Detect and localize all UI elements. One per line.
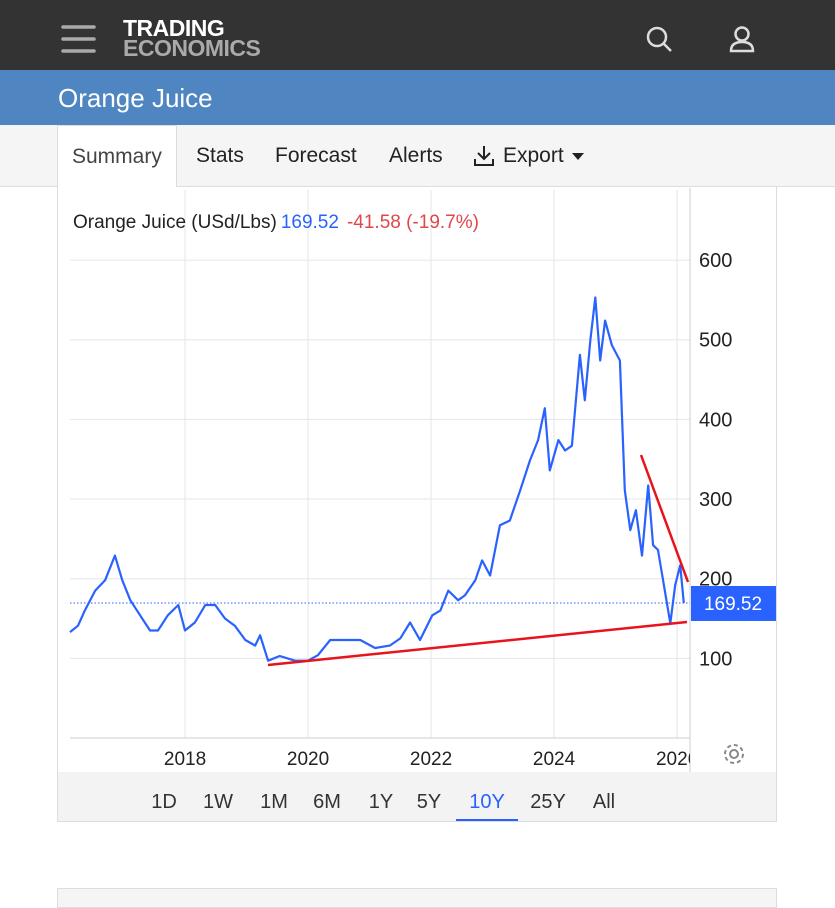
quote-line: Orange Juice (USd/Lbs) 169.52 -41.58 (-19.… bbox=[73, 212, 479, 234]
plot-area: 2018 2020 2022 2024 2026 bbox=[69, 296, 698, 770]
chart-card bbox=[57, 187, 777, 822]
y-tick-label: 200 bbox=[699, 569, 732, 591]
price: 169.52 bbox=[280, 212, 339, 233]
top-icons bbox=[61, 25, 755, 53]
grid bbox=[70, 190, 690, 738]
menu-button[interactable] bbox=[61, 25, 96, 53]
dropdown-caret bbox=[572, 153, 584, 160]
tab[interactable]: Export bbox=[503, 144, 564, 167]
range-button[interactable]: 5Y bbox=[416, 791, 442, 813]
range-button[interactable]: 1D bbox=[151, 791, 177, 813]
trendline bbox=[267, 620, 688, 667]
price-line bbox=[69, 296, 685, 662]
range-button[interactable]: 25Y bbox=[530, 791, 566, 813]
y-tick-label: 600 bbox=[699, 250, 732, 272]
y-tick-label: 300 bbox=[699, 489, 732, 511]
y-tick-label: 400 bbox=[699, 409, 732, 431]
page-title: Orange Juice bbox=[58, 83, 213, 113]
last-value-label: 169.52 bbox=[704, 594, 762, 615]
tab-bar: Summary Stats Forecast Alerts Export bbox=[0, 125, 835, 188]
change-percent: (-19.7%) bbox=[406, 212, 479, 233]
logo[interactable]: TRADING ECONOMICS bbox=[123, 15, 261, 61]
y-tick-label: 100 bbox=[699, 648, 732, 670]
range-button[interactable]: 10Y bbox=[456, 772, 518, 821]
change: -41.58 bbox=[346, 212, 401, 233]
tab[interactable]: Forecast bbox=[275, 144, 357, 167]
tab[interactable]: Alerts bbox=[389, 144, 443, 167]
x-tick-label: 2018 bbox=[164, 749, 206, 770]
x-tick-label: 2020 bbox=[287, 749, 329, 770]
x-tick-label: 2022 bbox=[410, 749, 452, 770]
range-button[interactable]: 1W bbox=[203, 791, 233, 813]
range-button[interactable]: 6M bbox=[313, 791, 341, 813]
settings-button[interactable] bbox=[724, 744, 744, 764]
y-tick-label: 500 bbox=[699, 330, 732, 352]
export-icon bbox=[474, 146, 494, 166]
logo-line: ECONOMICS bbox=[123, 35, 261, 61]
tab[interactable]: Stats bbox=[196, 144, 244, 167]
logo-line: TRADING bbox=[123, 15, 225, 41]
x-tick-label: 2024 bbox=[533, 749, 576, 770]
search-button[interactable] bbox=[646, 26, 672, 52]
drawn-trendlines bbox=[267, 454, 690, 667]
trendline bbox=[639, 454, 690, 583]
top-bar: TRADING ECONOMICS bbox=[0, 0, 835, 70]
next-section bbox=[57, 888, 777, 908]
chart-title: Orange Juice (USd/Lbs) bbox=[73, 212, 277, 233]
range-button[interactable]: All bbox=[592, 791, 616, 813]
last-value-box bbox=[691, 585, 776, 621]
range-button[interactable]: 1Y bbox=[368, 791, 394, 813]
range-button[interactable]: 1M bbox=[260, 791, 288, 813]
title-bar: Orange Juice bbox=[0, 70, 835, 125]
range-bar: 1D 1W 1M 6M 1Y 5Y 10Y 25Y All bbox=[58, 772, 776, 821]
tab[interactable]: Summary bbox=[57, 125, 177, 188]
user-button[interactable] bbox=[729, 26, 755, 53]
x-tick-label: 2026 bbox=[656, 749, 698, 770]
